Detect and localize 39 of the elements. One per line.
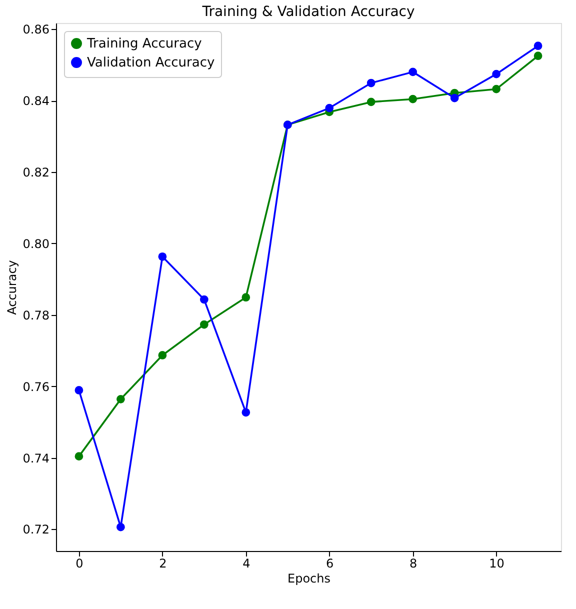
y-tick-label: 0.78	[22, 308, 50, 322]
point	[200, 295, 208, 304]
point	[116, 522, 125, 532]
x-tick-label: 4	[242, 556, 250, 570]
y-tick-label: 0.80	[22, 236, 50, 251]
point	[408, 94, 418, 104]
point	[242, 408, 250, 417]
y-tick-label: 0.86	[22, 22, 50, 37]
point	[74, 386, 84, 394]
point	[534, 52, 542, 60]
x-tick-label: 2	[159, 556, 167, 570]
y-tick-label: 0.74	[22, 451, 50, 466]
point	[74, 452, 84, 461]
point	[492, 84, 500, 94]
x-tick-label: 8	[410, 556, 418, 570]
point	[242, 293, 250, 302]
x-tick-label: 0	[76, 556, 84, 570]
point	[450, 94, 459, 102]
y-tick-label: 0.72	[22, 522, 50, 537]
point	[366, 78, 376, 88]
point	[158, 252, 167, 261]
point	[325, 104, 334, 112]
x-tick-label: 10	[489, 556, 504, 570]
chart-title: Training & Validation Accuracy	[201, 4, 415, 20]
legend-label: Training Accuracy	[86, 36, 202, 52]
y-tick-label: 0.84	[22, 94, 50, 108]
point	[366, 98, 376, 106]
y-tick-label: 0.82	[22, 165, 50, 180]
point	[200, 320, 208, 329]
point	[492, 70, 500, 78]
x-tick-label: 6	[326, 556, 334, 570]
point	[158, 351, 167, 360]
point	[534, 42, 542, 50]
point	[116, 395, 125, 404]
y-axis-title: Accuracy	[4, 260, 19, 315]
legend-label: Validation Accuracy	[87, 56, 215, 70]
point	[408, 68, 418, 76]
x-axis-title: Epochs	[288, 572, 330, 586]
y-tick-label: 0.76	[22, 380, 50, 394]
